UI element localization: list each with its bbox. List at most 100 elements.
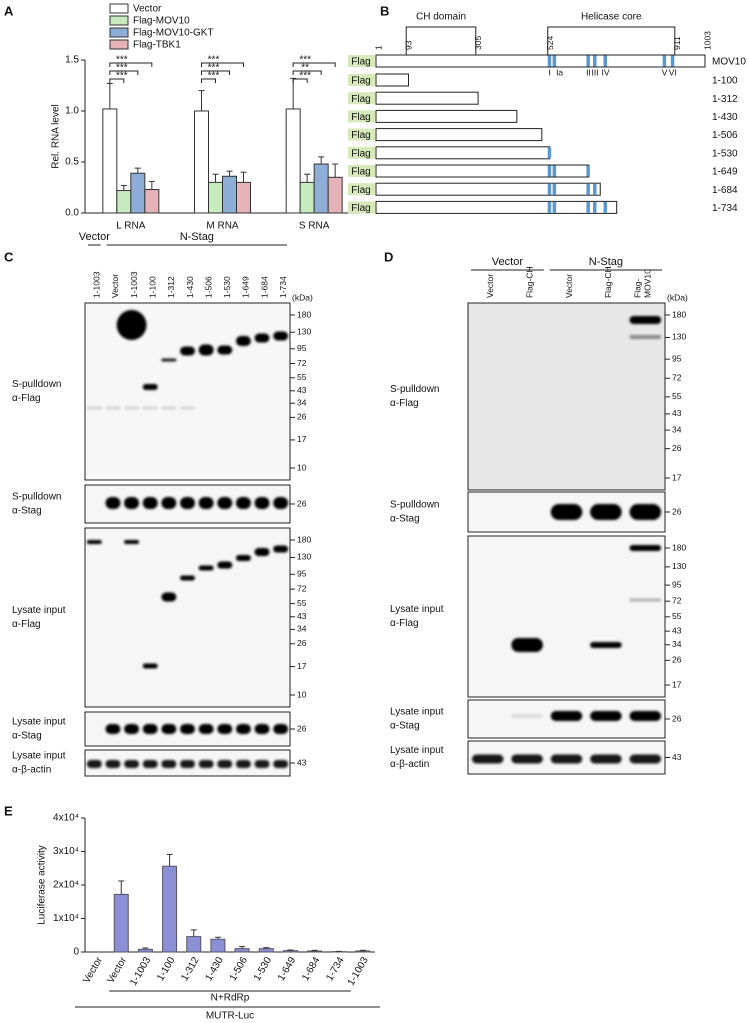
flag-label: Flag	[351, 167, 370, 178]
band	[511, 638, 543, 652]
motif-label: III	[591, 67, 598, 77]
lane-label: 1-100	[147, 276, 157, 298]
blot-label: Lysate input	[390, 745, 444, 756]
flag-label: Flag	[351, 185, 370, 196]
significance-bracket	[109, 62, 153, 67]
unit-label: (kDa)	[292, 292, 313, 302]
band	[124, 406, 140, 410]
band	[629, 504, 662, 520]
band	[180, 724, 195, 734]
position-label: 911	[672, 36, 682, 50]
y-tick-label: 1.0	[65, 106, 79, 117]
marker-label: 55	[672, 611, 682, 621]
band	[86, 406, 102, 410]
marker-label: 43	[672, 752, 682, 762]
band	[142, 497, 158, 509]
marker-label: 17	[672, 472, 682, 482]
blot-label: Lysate input	[390, 604, 444, 615]
group-label: Vector	[492, 256, 524, 268]
motif-label: VI	[669, 67, 677, 77]
construct-label: 1-506	[712, 130, 738, 141]
motif-label: I	[549, 67, 551, 77]
flag-tag	[348, 110, 375, 123]
significance-bracket	[109, 78, 125, 83]
blot-label: Lysate input	[390, 707, 444, 718]
marker-label: 180	[672, 542, 686, 552]
marker-label: 95	[297, 569, 307, 579]
flag-tag	[348, 55, 375, 67]
motif-label: V	[662, 67, 668, 77]
motif-stripe	[593, 55, 597, 67]
motif-stripe	[552, 183, 557, 195]
marker-label: 26	[672, 443, 682, 453]
blot-label: Lysate input	[12, 751, 66, 762]
significance-label: ***	[208, 63, 220, 74]
motif-stripe	[547, 147, 552, 159]
x-tick-label: Vector	[105, 955, 129, 986]
band	[235, 760, 251, 768]
protein-bar	[375, 91, 479, 105]
motif-stripe	[603, 55, 608, 67]
band	[511, 754, 543, 764]
bar	[307, 950, 323, 953]
flag-tag	[348, 92, 375, 105]
lane-label: 1-684	[259, 276, 269, 298]
unit-label: (kDa)	[667, 292, 688, 302]
construct-label: 1-684	[712, 185, 738, 196]
band	[198, 497, 214, 509]
marker-label: 180	[297, 309, 311, 319]
blot-label: α-Flag	[390, 398, 419, 409]
band	[124, 540, 140, 544]
marker-label: 34	[672, 424, 682, 434]
flag-label: Flag	[351, 112, 370, 123]
x-tick-label: 1-734	[324, 955, 347, 983]
motif-stripe	[593, 183, 597, 195]
flag-label: Flag	[351, 76, 370, 87]
y-tick-label: 1x10⁴	[53, 913, 79, 924]
motif-stripe	[547, 55, 552, 67]
band	[273, 331, 289, 341]
band	[105, 497, 121, 509]
motif-label: II	[586, 67, 591, 77]
lane-label: Vector	[564, 274, 574, 298]
legend-label: Flag-TBK1	[133, 40, 181, 51]
group-label: N-Stag	[589, 256, 623, 268]
construct-label: 1-649	[712, 167, 738, 178]
band	[235, 555, 251, 561]
band	[142, 406, 158, 410]
marker-label: 95	[672, 353, 682, 363]
marker-label: 26	[297, 723, 307, 733]
band	[590, 754, 622, 764]
band	[629, 335, 662, 339]
significance-label: **	[301, 63, 309, 74]
position-label: 1003	[702, 31, 712, 50]
band	[180, 346, 195, 356]
band	[142, 760, 158, 768]
band	[273, 760, 289, 768]
y-tick-label: 0.5	[65, 157, 79, 168]
band	[590, 711, 622, 721]
band	[217, 561, 233, 569]
group-label: N+RdRp	[211, 993, 250, 1004]
motif-stripe	[547, 183, 552, 195]
band	[105, 406, 121, 410]
band	[180, 575, 195, 581]
lane-label: Vector	[110, 274, 120, 298]
bar	[355, 950, 371, 953]
bar	[236, 181, 251, 214]
flag-tag	[348, 165, 375, 177]
protein-bar	[375, 73, 410, 87]
flag-label: Flag	[351, 148, 370, 159]
marker-label: 26	[297, 412, 307, 422]
band	[124, 497, 140, 509]
blot-label: α-Stag	[12, 731, 42, 742]
y-axis-label: Luciferase activity	[37, 845, 48, 924]
significance-bracket	[109, 70, 139, 75]
marker-label: 55	[297, 372, 307, 382]
flag-tag	[348, 201, 375, 214]
band	[161, 724, 177, 734]
marker-label: 72	[672, 595, 682, 605]
position-label: 1	[373, 45, 383, 50]
marker-label: 43	[297, 611, 307, 621]
